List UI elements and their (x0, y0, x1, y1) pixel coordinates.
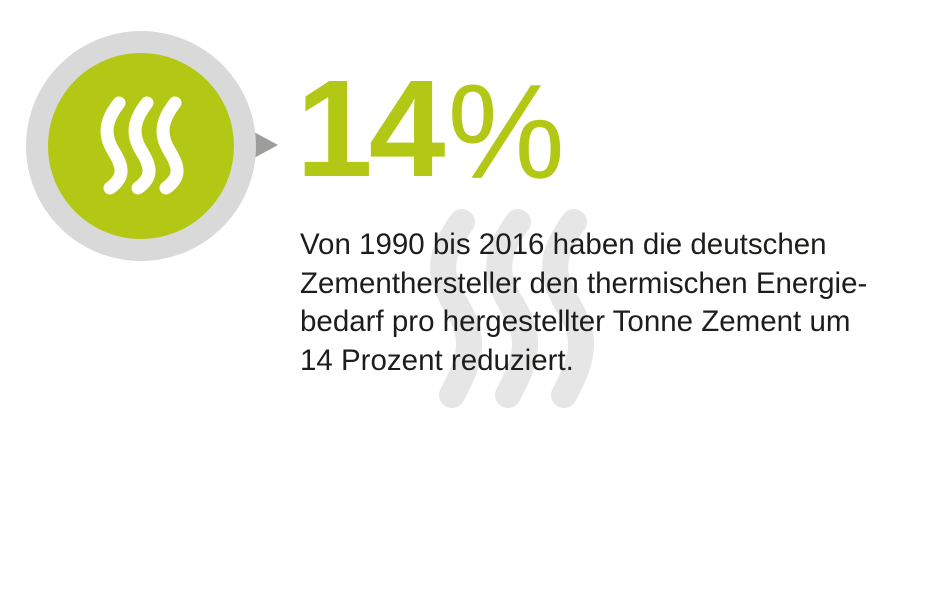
heat-waves-icon (100, 96, 184, 195)
description-line: Zementhersteller den thermischen Energie… (300, 266, 868, 300)
description-line: Von 1990 bis 2016 haben die deutschen (300, 228, 827, 261)
statistic-description: Von 1990 bis 2016 haben die deutschen Ze… (300, 226, 940, 380)
statistic-unit: % (447, 56, 565, 207)
heat-badge (26, 31, 278, 261)
description-line: 14 Prozent reduziert. (300, 343, 574, 377)
heat-waves-watermark-icon (430, 209, 595, 408)
statistic-number: 14 (296, 52, 445, 206)
description-line: bedarf pro hergestellter Tonne Zement um (300, 305, 851, 338)
statistic: 14 % (296, 52, 565, 207)
